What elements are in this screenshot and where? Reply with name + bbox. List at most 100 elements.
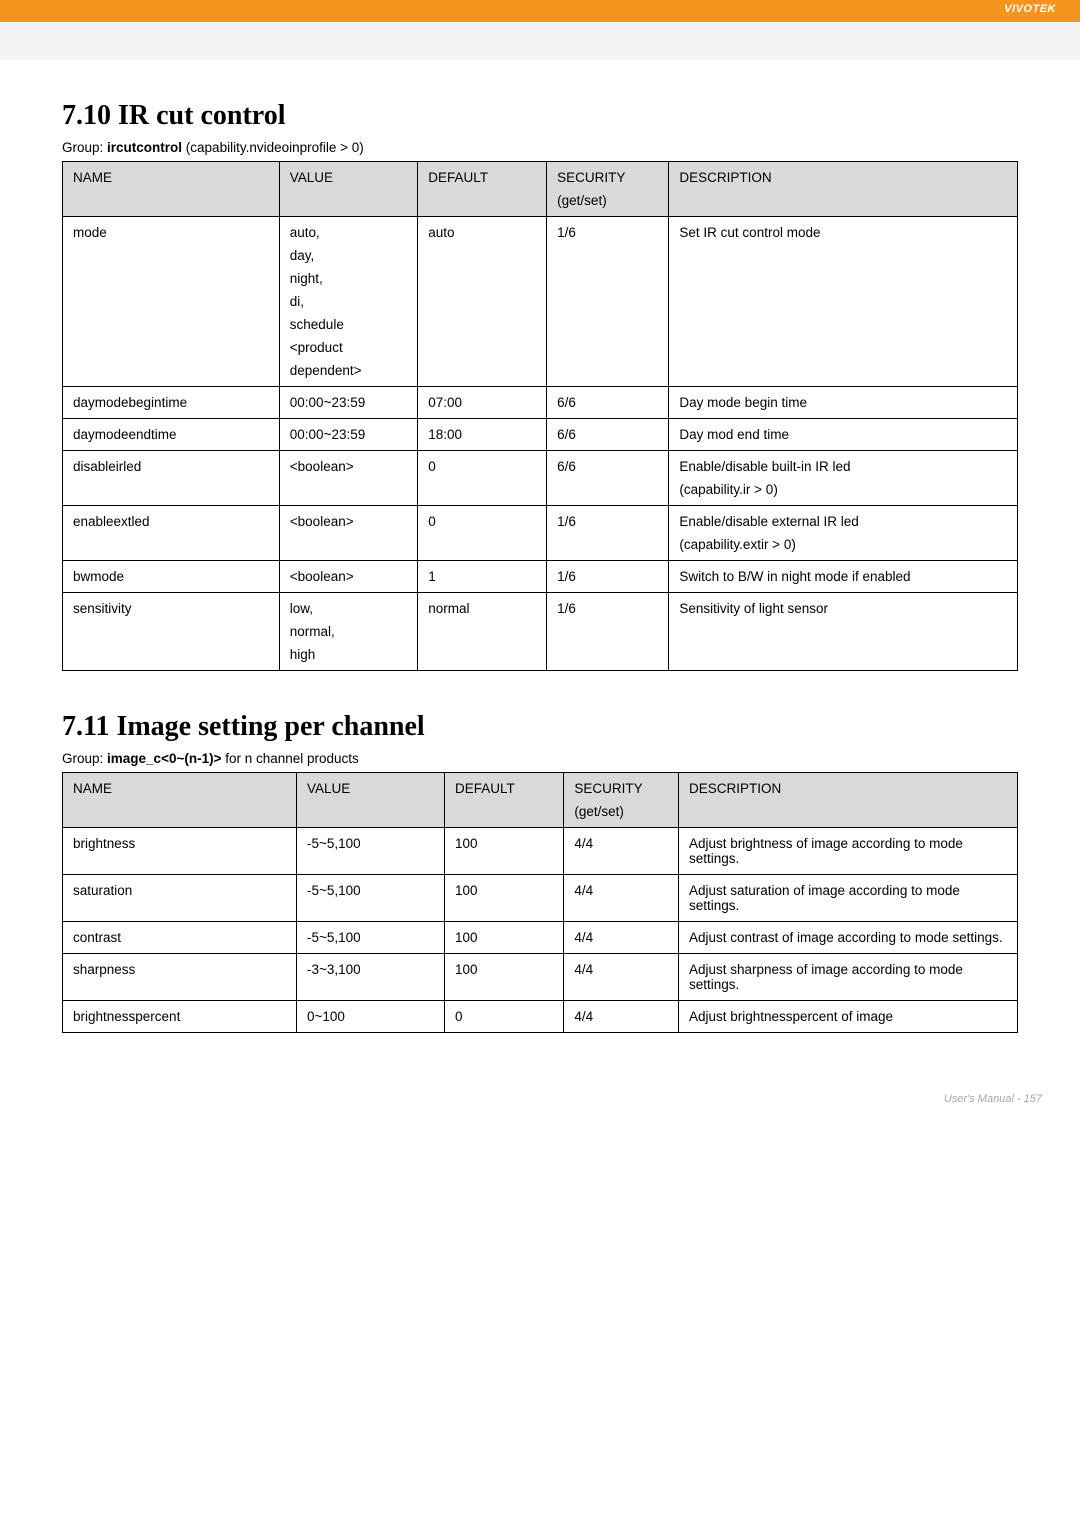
group-name-710: ircutcontrol bbox=[107, 140, 182, 155]
cell-security: 6/6 bbox=[547, 451, 669, 506]
col-value: VALUE bbox=[296, 773, 444, 828]
desc-line: Enable/disable external IR led bbox=[679, 514, 1007, 529]
group-name-711: image_c<0~(n-1)> bbox=[107, 751, 221, 766]
page-footer: User's Manual - 157 bbox=[0, 1093, 1080, 1125]
cell-value: auto, day, night, di, schedule <product … bbox=[279, 217, 417, 387]
value-line: day, bbox=[290, 248, 407, 263]
cell-desc: Sensitivity of light sensor bbox=[669, 593, 1018, 671]
image-table: NAME VALUE DEFAULT SECURITY (get/set) DE… bbox=[62, 772, 1018, 1033]
desc-line: (capability.extir > 0) bbox=[679, 537, 1007, 552]
cell-security: 4/4 bbox=[564, 1001, 679, 1033]
group-label-710: Group: ircutcontrol (capability.nvideoin… bbox=[62, 140, 1018, 155]
value-line: auto, bbox=[290, 225, 407, 240]
table-row: sensitivity low, normal, high normal 1/6… bbox=[63, 593, 1018, 671]
cell-name: daymodeendtime bbox=[63, 419, 280, 451]
col-name: NAME bbox=[63, 162, 280, 217]
value-line: dependent> bbox=[290, 363, 407, 378]
cell-default: 0 bbox=[418, 506, 547, 561]
cell-value: -5~5,100 bbox=[296, 875, 444, 922]
table-row: sharpness -3~3,100 100 4/4 Adjust sharpn… bbox=[63, 954, 1018, 1001]
cell-security: 6/6 bbox=[547, 387, 669, 419]
cell-value: 0~100 bbox=[296, 1001, 444, 1033]
cell-name: disableirled bbox=[63, 451, 280, 506]
col-description: DESCRIPTION bbox=[678, 773, 1017, 828]
table-row: brightnesspercent 0~100 0 4/4 Adjust bri… bbox=[63, 1001, 1018, 1033]
cell-desc: Adjust saturation of image according to … bbox=[678, 875, 1017, 922]
cell-name: brightnesspercent bbox=[63, 1001, 297, 1033]
cell-security: 6/6 bbox=[547, 419, 669, 451]
col-security: SECURITY (get/set) bbox=[564, 773, 679, 828]
cell-default: 1 bbox=[418, 561, 547, 593]
cell-security: 4/4 bbox=[564, 954, 679, 1001]
cell-default: 07:00 bbox=[418, 387, 547, 419]
value-line: night, bbox=[290, 271, 407, 286]
cell-value: <boolean> bbox=[279, 451, 417, 506]
col-name: NAME bbox=[63, 773, 297, 828]
cell-desc: Adjust brightness of image according to … bbox=[678, 828, 1017, 875]
cell-desc: Day mode begin time bbox=[669, 387, 1018, 419]
table-row: bwmode <boolean> 1 1/6 Switch to B/W in … bbox=[63, 561, 1018, 593]
value-line: normal, bbox=[290, 624, 407, 639]
cell-name: contrast bbox=[63, 922, 297, 954]
col-value: VALUE bbox=[279, 162, 417, 217]
cell-desc: Adjust brightnesspercent of image bbox=[678, 1001, 1017, 1033]
cell-security: 1/6 bbox=[547, 561, 669, 593]
cell-value: -5~5,100 bbox=[296, 828, 444, 875]
value-line: high bbox=[290, 647, 407, 662]
cell-desc: Switch to B/W in night mode if enabled bbox=[669, 561, 1018, 593]
col-security: SECURITY (get/set) bbox=[547, 162, 669, 217]
cell-default: 100 bbox=[444, 875, 563, 922]
group-prefix: Group: bbox=[62, 751, 107, 766]
cell-name: saturation bbox=[63, 875, 297, 922]
group-prefix: Group: bbox=[62, 140, 107, 155]
cell-name: sharpness bbox=[63, 954, 297, 1001]
desc-line: (capability.ir > 0) bbox=[679, 482, 1007, 497]
table-row: mode auto, day, night, di, schedule <pro… bbox=[63, 217, 1018, 387]
cell-security: 4/4 bbox=[564, 875, 679, 922]
group-suffix: (capability.nvideoinprofile > 0) bbox=[182, 140, 364, 155]
cell-value: -5~5,100 bbox=[296, 922, 444, 954]
cell-value: 00:00~23:59 bbox=[279, 387, 417, 419]
cell-name: enableextled bbox=[63, 506, 280, 561]
cell-default: 18:00 bbox=[418, 419, 547, 451]
col-default: DEFAULT bbox=[418, 162, 547, 217]
brand-label: VIVOTEK bbox=[1004, 3, 1056, 15]
table-row: saturation -5~5,100 100 4/4 Adjust satur… bbox=[63, 875, 1018, 922]
col-description: DESCRIPTION bbox=[669, 162, 1018, 217]
table-row: daymodeendtime 00:00~23:59 18:00 6/6 Day… bbox=[63, 419, 1018, 451]
section-710-title: 7.10 IR cut control bbox=[62, 100, 1018, 132]
cell-desc: Adjust sharpness of image according to m… bbox=[678, 954, 1017, 1001]
group-label-711: Group: image_c<0~(n-1)> for n channel pr… bbox=[62, 751, 1018, 766]
cell-default: 100 bbox=[444, 828, 563, 875]
cell-security: 4/4 bbox=[564, 922, 679, 954]
ircut-table: NAME VALUE DEFAULT SECURITY (get/set) DE… bbox=[62, 161, 1018, 671]
value-line: <product bbox=[290, 340, 407, 355]
cell-default: 0 bbox=[418, 451, 547, 506]
col-security-sub: (get/set) bbox=[557, 193, 658, 208]
cell-security: 4/4 bbox=[564, 828, 679, 875]
cell-value: low, normal, high bbox=[279, 593, 417, 671]
cell-security: 1/6 bbox=[547, 217, 669, 387]
value-line: schedule bbox=[290, 317, 407, 332]
cell-default: 0 bbox=[444, 1001, 563, 1033]
value-line: di, bbox=[290, 294, 407, 309]
table-row: daymodebegintime 00:00~23:59 07:00 6/6 D… bbox=[63, 387, 1018, 419]
cell-name: mode bbox=[63, 217, 280, 387]
cell-default: 100 bbox=[444, 922, 563, 954]
group-suffix: for n channel products bbox=[221, 751, 358, 766]
cell-value: 00:00~23:59 bbox=[279, 419, 417, 451]
value-line: low, bbox=[290, 601, 407, 616]
header-strip bbox=[0, 22, 1080, 60]
cell-security: 1/6 bbox=[547, 506, 669, 561]
cell-name: brightness bbox=[63, 828, 297, 875]
section-711-title: 7.11 Image setting per channel bbox=[62, 711, 1018, 743]
cell-value: <boolean> bbox=[279, 506, 417, 561]
top-bar: VIVOTEK bbox=[0, 0, 1080, 22]
cell-name: daymodebegintime bbox=[63, 387, 280, 419]
cell-default: auto bbox=[418, 217, 547, 387]
table-row: contrast -5~5,100 100 4/4 Adjust contras… bbox=[63, 922, 1018, 954]
cell-name: bwmode bbox=[63, 561, 280, 593]
cell-desc: Enable/disable external IR led (capabili… bbox=[669, 506, 1018, 561]
cell-desc: Day mod end time bbox=[669, 419, 1018, 451]
table-row: enableextled <boolean> 0 1/6 Enable/disa… bbox=[63, 506, 1018, 561]
